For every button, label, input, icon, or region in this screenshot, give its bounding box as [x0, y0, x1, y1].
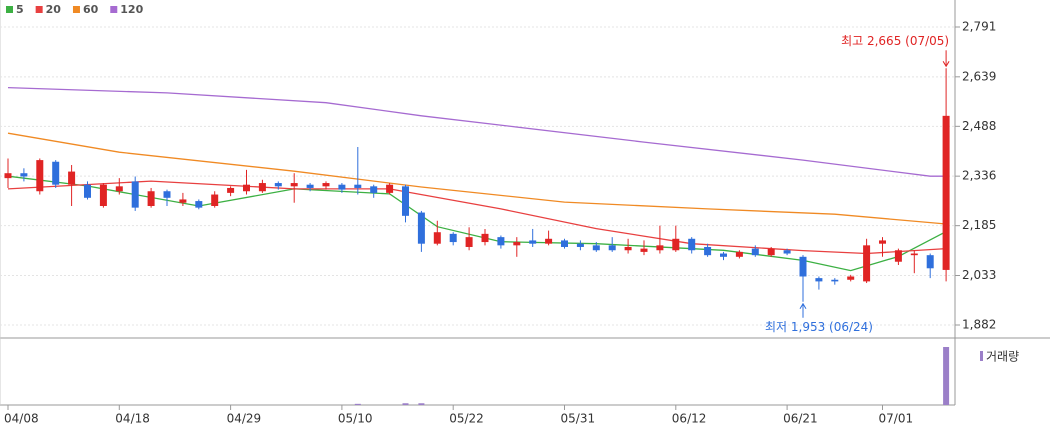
candle-body [847, 276, 855, 280]
annotation-arrowhead [799, 302, 807, 309]
legend-swatch [110, 6, 118, 13]
candle-body [497, 237, 505, 246]
candle-body [688, 238, 696, 251]
candle-body [163, 191, 171, 198]
x-tick-label: 05/10 [338, 412, 373, 426]
legend-swatch [6, 6, 13, 13]
candle-body [767, 248, 775, 256]
candle-body [211, 194, 219, 206]
candle-body [576, 243, 584, 247]
candle-body [894, 250, 902, 262]
candle-body [36, 160, 44, 192]
y-tick-label: 2,639 [962, 69, 996, 83]
candle-body [84, 184, 91, 198]
candle-body [338, 184, 346, 190]
x-tick-label: 04/18 [115, 412, 150, 426]
volume-bar [418, 403, 425, 405]
volume-bar [354, 403, 361, 405]
candle-body [783, 250, 791, 254]
legend-swatch [72, 6, 80, 13]
y-tick-label: 1,882 [962, 318, 996, 332]
candle-body [942, 115, 950, 270]
candle-body [258, 183, 266, 192]
candle-body [545, 238, 553, 244]
ma-line [7, 180, 947, 255]
candle-body [735, 251, 743, 257]
candle-body [751, 248, 759, 256]
x-tick-label: 06/21 [783, 412, 818, 426]
candle-body [720, 253, 727, 257]
legend-label: 120 [120, 3, 143, 16]
candle-body [52, 161, 60, 185]
x-tick-label: 05/31 [561, 412, 596, 426]
candle-body [640, 248, 648, 252]
candle-body [879, 240, 886, 244]
legend-label: 5 [16, 3, 24, 16]
candle-body [274, 183, 282, 187]
candle-body [99, 184, 107, 206]
candle-body [131, 181, 139, 208]
volume-bar [943, 347, 950, 405]
candle-body [624, 246, 632, 251]
candle-body [4, 173, 12, 179]
candle-body [227, 187, 235, 193]
candle-body [704, 246, 712, 256]
legend-label: 20 [46, 3, 62, 16]
y-tick-label: 2,791 [962, 20, 996, 34]
candle-body [433, 232, 441, 244]
candle-body [195, 201, 203, 208]
annotation-label: 최저 1,953 (06/24) [765, 320, 873, 334]
candle-body [529, 240, 537, 244]
candle-body [370, 186, 378, 193]
candle-body [417, 212, 425, 244]
x-tick-label: 04/29 [227, 412, 262, 426]
candle-body [465, 237, 473, 247]
x-tick-label: 06/12 [672, 412, 707, 426]
candle-body [115, 186, 123, 192]
candle-body [831, 279, 839, 282]
annotation-arrowhead [942, 61, 950, 68]
y-tick-label: 2,033 [962, 268, 996, 282]
candle-body [386, 184, 394, 193]
candle-body [656, 245, 664, 251]
candle-body [290, 183, 298, 187]
ma-line [7, 132, 947, 225]
volume-legend-swatch [980, 351, 983, 361]
volume-legend: 거래량 [986, 350, 1019, 364]
candle-body [672, 238, 680, 251]
candle-body [481, 233, 489, 243]
x-tick-label: 05/22 [449, 412, 484, 426]
ma-line [7, 175, 947, 272]
candle-body [926, 255, 934, 269]
y-tick-label: 2,488 [962, 119, 996, 133]
candle-body [592, 245, 600, 251]
x-tick-label: 04/08 [4, 412, 39, 426]
candle-body [863, 245, 871, 282]
candle-body [513, 242, 521, 246]
candle-body [608, 245, 616, 251]
legend-label: 60 [83, 3, 99, 16]
candle-body [402, 186, 409, 216]
y-tick-label: 2,185 [962, 218, 996, 232]
candle-body [815, 278, 823, 282]
candle-body [147, 191, 155, 206]
candle-body [354, 184, 362, 188]
ma-line [7, 86, 947, 177]
candle-body [68, 171, 76, 185]
candle-body [799, 256, 807, 277]
candle-body [322, 183, 330, 187]
annotation-label: 최고 2,665 (07/05) [841, 34, 949, 48]
candle-body [449, 233, 457, 243]
candle-body [179, 199, 187, 203]
volume-bar [402, 403, 409, 405]
candle-body [243, 184, 250, 192]
candle-body [561, 240, 568, 247]
candle-body [306, 184, 314, 188]
y-tick-label: 2,336 [962, 169, 996, 183]
candle-body [910, 253, 918, 256]
x-tick-label: 07/01 [879, 412, 914, 426]
candle-body [20, 173, 28, 177]
legend-swatch [35, 6, 43, 13]
